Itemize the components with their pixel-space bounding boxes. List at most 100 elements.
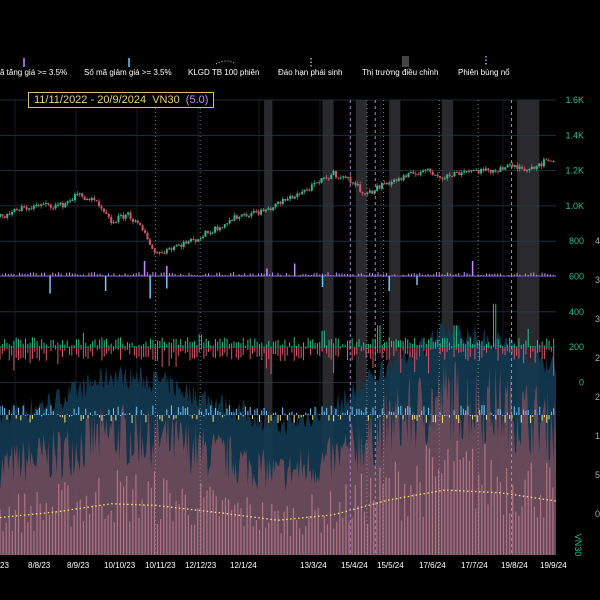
correction-zone xyxy=(355,100,367,555)
candle-body xyxy=(339,177,342,179)
candle-body xyxy=(301,191,304,195)
candle-body xyxy=(277,201,279,204)
candle-body xyxy=(262,209,265,212)
candle-body xyxy=(380,183,383,189)
candle-body xyxy=(443,178,446,180)
candle-body xyxy=(267,208,270,210)
candle-body xyxy=(361,191,364,194)
candle-body xyxy=(487,168,490,170)
candle-body xyxy=(293,196,296,199)
candle-body xyxy=(441,177,444,179)
candle-body xyxy=(245,214,248,217)
candle-body xyxy=(523,168,526,172)
candle-body xyxy=(52,207,55,209)
candle-body xyxy=(376,185,379,191)
legend-swatch xyxy=(215,60,237,65)
candle-body xyxy=(134,220,137,222)
y-tick-label: 1.6K xyxy=(565,95,584,105)
candle-body xyxy=(49,204,52,208)
candle-body xyxy=(431,171,434,175)
candle-body xyxy=(199,238,202,240)
candle-body xyxy=(306,189,309,191)
candle-body xyxy=(284,198,287,201)
candle-body xyxy=(64,203,67,208)
candle-body xyxy=(35,205,38,207)
candle-body xyxy=(291,196,294,199)
candle-body xyxy=(385,182,388,184)
legend-swatch xyxy=(402,56,409,67)
candle-body xyxy=(390,181,393,185)
candle-body xyxy=(460,172,463,175)
candle-body xyxy=(272,207,275,211)
candle-body xyxy=(347,177,350,179)
candle-body xyxy=(226,223,229,225)
candle-body xyxy=(424,169,427,171)
candle-body xyxy=(78,193,81,195)
candle-body xyxy=(289,196,292,199)
x-tick-label: 15/4/24 xyxy=(341,561,368,570)
candle-body xyxy=(20,206,23,211)
candle-body xyxy=(513,165,516,167)
candle-body xyxy=(83,196,86,200)
legend-rise: ã tăng giá >= 3.5% xyxy=(0,68,68,77)
candle-body xyxy=(173,246,176,250)
candle-body xyxy=(494,170,497,172)
candle-body xyxy=(117,215,120,223)
candle-body xyxy=(90,197,93,200)
candle-body xyxy=(436,174,439,177)
candle-body xyxy=(13,208,16,212)
x-tick-label: 8/9/23 xyxy=(67,561,90,570)
candle-body xyxy=(368,190,371,193)
candle-body xyxy=(371,190,374,194)
candle-body xyxy=(102,208,105,213)
candle-body xyxy=(112,222,115,224)
candle-body xyxy=(8,213,11,215)
candle-body xyxy=(47,202,50,205)
candle-body xyxy=(547,159,550,161)
candle-body xyxy=(400,178,403,180)
volume-ma-line xyxy=(0,489,557,521)
candle-body xyxy=(129,212,132,219)
candle-body xyxy=(315,182,318,184)
candle-body xyxy=(119,214,122,216)
y2-tick-label: 0 xyxy=(595,509,600,519)
y2-tick-label: 2 xyxy=(595,392,600,402)
chart-symbol: VN30 xyxy=(152,94,180,106)
candle-body xyxy=(402,175,405,180)
candle-body xyxy=(535,166,538,169)
candle-body xyxy=(274,203,277,208)
candle-body xyxy=(550,160,553,162)
candle-body xyxy=(131,218,134,222)
candle-body xyxy=(388,182,391,185)
title-box: 11/11/2022 - 20/9/2024 VN30 (5.0) xyxy=(28,92,215,108)
candle-body xyxy=(66,201,69,204)
candle-body xyxy=(25,207,28,210)
candle-body xyxy=(397,178,400,181)
candle-body xyxy=(32,205,35,209)
legend-correction: Thị trường điều chỉnh xyxy=(362,68,439,77)
candle-body xyxy=(322,177,325,179)
candle-body xyxy=(202,236,205,239)
candle-body xyxy=(42,203,45,205)
candle-body xyxy=(528,169,531,171)
candle-body xyxy=(170,248,173,250)
candle-body xyxy=(182,241,185,247)
candle-body xyxy=(378,185,381,189)
candle-body xyxy=(480,168,483,174)
candle-body xyxy=(238,216,241,219)
candle-body xyxy=(233,215,236,221)
candle-body xyxy=(298,193,301,195)
candle-body xyxy=(257,211,260,215)
candle-body xyxy=(552,161,555,163)
candle-body xyxy=(303,189,306,192)
candle-body xyxy=(30,208,33,210)
y2-tick-label: 3 xyxy=(595,314,600,324)
candle-body xyxy=(426,168,429,170)
candle-body xyxy=(455,172,458,174)
y2-tick-label: 1 xyxy=(595,431,600,441)
x-tick-label: 12/1/24 xyxy=(230,561,257,570)
correction-zone xyxy=(322,100,334,555)
candle-body xyxy=(308,189,311,191)
candle-body xyxy=(496,171,499,173)
